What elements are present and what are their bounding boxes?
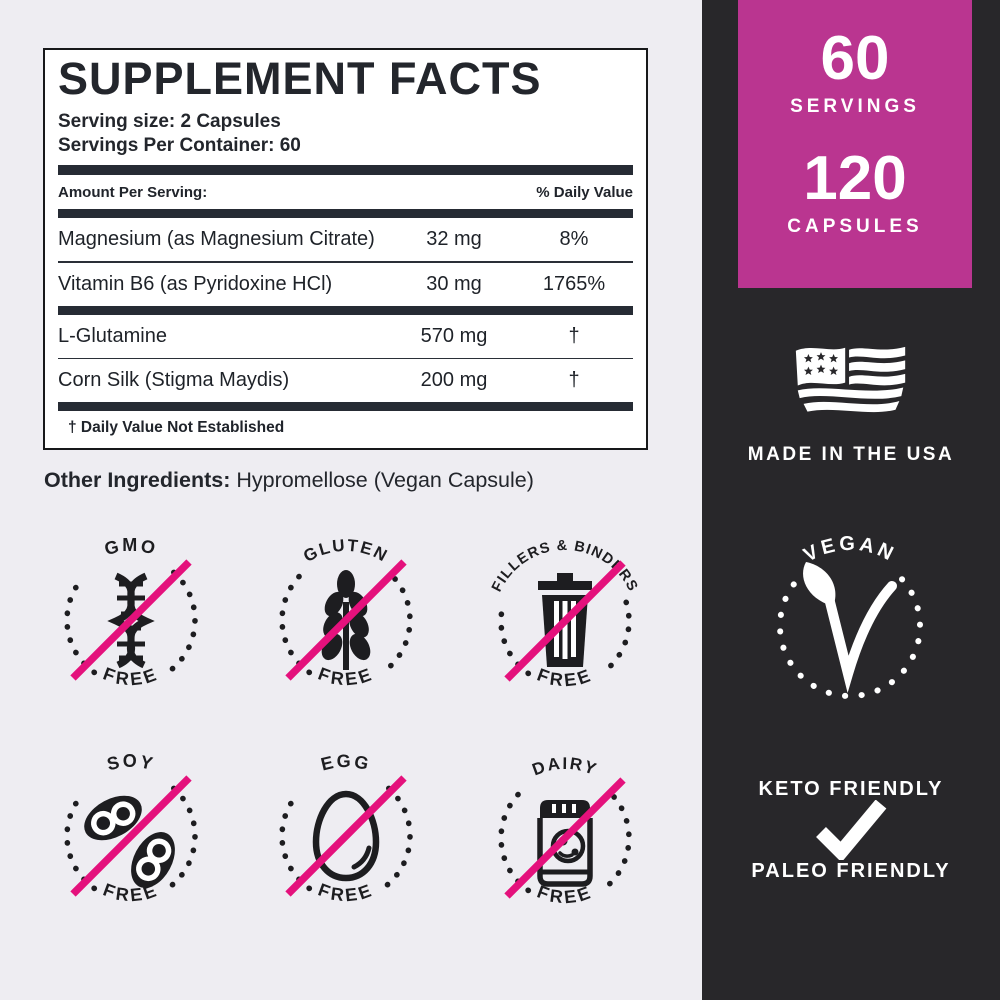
capsules-count: 120 xyxy=(803,144,907,213)
badge-bottom-label: FREE xyxy=(535,665,596,691)
ingredient-daily-value: 1765% xyxy=(542,272,606,295)
check-icon xyxy=(815,799,887,863)
dna-icon xyxy=(107,572,155,669)
table-divider-thick xyxy=(58,209,633,219)
no-slash xyxy=(70,775,192,897)
table-header-row: Amount Per Serving: % Daily Value xyxy=(58,175,633,209)
label-right-panel: 60 SERVINGS 120 CAPSULES MADE IN THE U xyxy=(702,0,1000,1000)
amount-per-serving-header: Amount Per Serving: xyxy=(58,183,208,201)
dotted-ring xyxy=(164,569,198,676)
badge-top-label: DAIRY xyxy=(530,754,601,780)
capsules-label: CAPSULES xyxy=(787,216,923,237)
vegan-leaf-icon xyxy=(803,562,897,694)
badge-gmo-free: GMO FREE xyxy=(33,522,229,718)
servings-per-container: Servings Per Container: 60 xyxy=(58,135,301,157)
ingredient-name: Corn Silk (Stigma Maydis) xyxy=(58,369,290,392)
other-ingredients-label: Other Ingredients: xyxy=(44,468,231,492)
servings-capsules-box: 60 SERVINGS 120 CAPSULES xyxy=(738,0,972,288)
daily-value-header: % Daily Value xyxy=(536,183,633,201)
table-row: Magnesium (as Magnesium Citrate) 32 mg 8… xyxy=(58,218,633,261)
ingredient-name: Vitamin B6 (as Pyridoxine HCl) xyxy=(58,272,333,295)
no-slash xyxy=(504,777,626,899)
badge-gluten-free: GLUTEN FREE xyxy=(248,522,444,718)
badge-top-label: GLUTEN xyxy=(300,536,392,566)
badge-top-label: SOY xyxy=(105,751,157,774)
usa-flag-icon xyxy=(791,342,911,426)
ingredient-name: L-Glutamine xyxy=(58,324,167,347)
dotted-ring xyxy=(379,785,413,892)
dotted-ring xyxy=(777,576,923,699)
badge-top-label: EGG xyxy=(319,751,373,775)
ingredient-daily-value: † xyxy=(568,369,580,392)
servings-count: 60 xyxy=(820,24,890,93)
ingredient-daily-value: 8% xyxy=(559,228,589,251)
table-divider-thick xyxy=(58,402,633,412)
keto-friendly-label: KETO FRIENDLY xyxy=(758,778,944,800)
dotted-ring xyxy=(598,794,632,894)
ingredient-amount: 200 mg xyxy=(420,369,488,392)
no-slash xyxy=(285,775,407,897)
badge-egg-free: EGG FREE xyxy=(248,738,444,934)
egg-icon xyxy=(312,790,380,882)
other-ingredients-value: Hypromellose (Vegan Capsule) xyxy=(230,468,534,492)
no-slash xyxy=(285,559,407,681)
supplement-facts-title: SUPPLEMENT FACTS xyxy=(58,53,542,104)
servings-label: SERVINGS xyxy=(790,96,920,117)
badge-soy-free: SOY FREE xyxy=(33,738,229,934)
soybean-icon xyxy=(84,795,175,888)
dotted-ring xyxy=(164,785,198,892)
table-divider-thick xyxy=(58,305,633,315)
paleo-friendly-label: PALEO FRIENDLY xyxy=(751,860,951,882)
badge-fillers-binders-free: FILLERS & BINDERS FREE xyxy=(467,523,663,719)
table-row: Vitamin B6 (as Pyridoxine HCl) 30 mg 176… xyxy=(58,263,633,306)
ingredient-daily-value: † xyxy=(568,324,580,347)
ingredient-amount: 32 mg xyxy=(426,228,482,251)
made-in-usa-label: MADE IN THE USA xyxy=(747,444,955,465)
dotted-ring xyxy=(498,599,532,677)
table-divider-thick xyxy=(58,165,633,176)
badge-bottom-label: FREE xyxy=(316,880,377,906)
ingredient-name: Magnesium (as Magnesium Citrate) xyxy=(58,228,375,251)
badge-bottom-label: FREE xyxy=(101,664,162,690)
table-row: Corn Silk (Stigma Maydis) 200 mg † xyxy=(58,359,633,402)
supplement-facts-panel: SUPPLEMENT FACTS Serving size: 2 Capsule… xyxy=(43,48,648,450)
label-left-panel: SUPPLEMENT FACTS Serving size: 2 Capsule… xyxy=(33,48,684,936)
vegan-label: VEGAN xyxy=(800,533,900,567)
table-divider-thin xyxy=(58,357,633,360)
daily-value-footnote: † Daily Value Not Established xyxy=(68,418,285,436)
serving-size: Serving size: 2 Capsules xyxy=(58,110,281,132)
no-slash xyxy=(504,560,626,682)
dotted-ring xyxy=(498,786,532,894)
other-ingredients-line: Other Ingredients: Hypromellose (Vegan C… xyxy=(44,468,684,493)
badge-top-label: GMO xyxy=(102,535,159,559)
ingredient-amount: 30 mg xyxy=(426,272,482,295)
dotted-ring xyxy=(279,568,313,676)
no-slash xyxy=(70,559,192,681)
dotted-ring xyxy=(598,599,632,677)
badge-dairy-free: DAIRY FREE xyxy=(467,740,663,936)
table-row: L-Glutamine 570 mg † xyxy=(58,315,633,358)
ingredient-amount: 570 mg xyxy=(420,324,488,347)
badge-vegan: VEGAN xyxy=(748,524,952,728)
table-divider-thin xyxy=(58,261,633,263)
dotted-ring xyxy=(379,576,413,676)
